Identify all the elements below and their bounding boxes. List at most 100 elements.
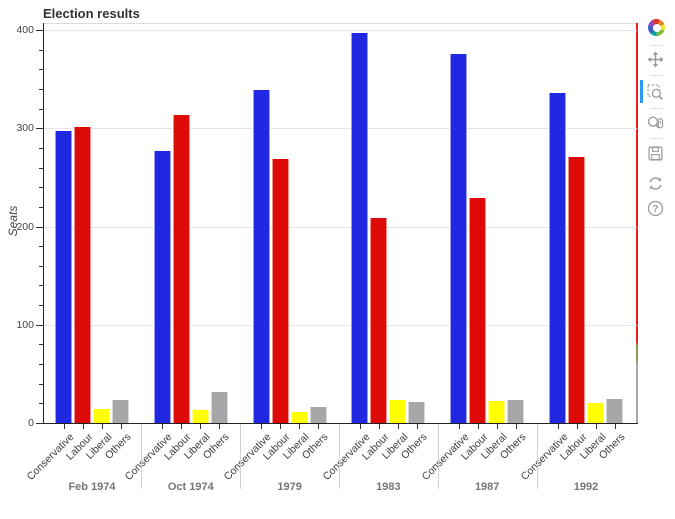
x-group-label: Feb 1974 [68,481,116,493]
bar-oct-1974-others [210,391,228,423]
bar-1979-labour [271,158,289,423]
pan-tool-button[interactable] [647,49,667,69]
x-tick [200,424,202,429]
group-separator-line [240,424,242,489]
x-tick [101,424,103,429]
bar-1979-others [309,407,327,423]
y-major-tick [36,423,43,424]
reset-icon [649,176,662,190]
toolbar-divider [650,138,664,139]
x-group-label: 1992 [573,481,599,493]
x-tick [458,424,460,429]
x-group-label: 1983 [376,481,401,493]
help-tool-button[interactable]: ? [647,198,667,218]
x-tick [576,424,578,429]
x-axis-line [43,423,638,424]
x-tick [280,424,282,429]
y-major-tick [36,324,43,326]
x-tick [515,424,517,429]
y-minor-tick [39,147,43,149]
x-tick [120,424,122,429]
bar-1983-conservative [351,32,369,423]
y-minor-tick [39,305,43,307]
chart-title: Election results [43,6,140,21]
reset-tool-button[interactable] [647,173,667,193]
y-minor-tick [39,206,43,208]
x-tick [595,424,597,429]
x-group-label: 1979 [277,481,302,493]
y-minor-tick [39,187,43,189]
pan-icon [647,51,664,67]
active-tool-indicator [640,80,643,103]
bar-1992-conservative [549,92,566,423]
y-minor-tick [39,403,43,405]
x-tick [397,424,399,429]
bar-oct-1974-conservative [153,150,171,423]
gridline-200 [44,226,637,228]
y-minor-tick [39,246,43,248]
save-tool-button[interactable] [647,143,667,163]
y-tick-label: 100 [16,318,34,331]
x-tick [219,424,221,429]
y-minor-tick [39,108,43,110]
x-tick [416,424,418,429]
x-group-label: Oct 1974 [167,481,214,493]
x-tick [496,424,498,429]
box-zoom-icon [647,83,663,100]
x-tick [477,424,479,429]
bar-feb-1974-liberal [93,409,110,423]
x-tick [261,424,263,429]
y-minor-tick [39,88,43,90]
toolbar-divider [650,45,664,46]
bar-1992-liberal [587,403,604,423]
y-minor-tick [39,167,43,169]
x-tick [378,424,380,429]
frame-top-line [43,23,637,24]
y-minor-tick [39,344,43,346]
group-separator-line [437,424,439,489]
bar-1992-labour [568,156,585,423]
svg-text:?: ? [652,204,658,215]
y-minor-tick [39,49,43,51]
y-major-tick [36,128,43,130]
bar-1983-others [408,402,426,423]
x-group-label: 1987 [474,481,500,493]
x-tick [318,424,320,429]
x-tick [557,424,559,429]
right-edge-annotation-line [636,23,638,423]
wheel-zoom-tool-button[interactable] [647,113,667,133]
y-tick-label: 0 [28,417,34,429]
bar-1987-liberal [488,401,506,423]
bar-oct-1974-liberal [191,410,209,423]
y-axis-line [43,23,44,423]
y-minor-tick [39,265,43,267]
x-tick [82,424,84,429]
x-tick [162,424,164,429]
y-minor-tick [39,364,43,366]
bar-1992-others [606,399,623,423]
bokeh-logo[interactable] [648,19,665,36]
save-icon [648,145,663,161]
bar-1979-liberal [290,412,308,423]
y-tick-label: 300 [16,122,34,135]
x-tick [359,424,361,429]
group-separator-line [141,424,143,489]
box-zoom-tool-button[interactable] [647,82,667,102]
bokeh-toolbar: ? [640,0,675,519]
bar-oct-1974-labour [172,115,190,423]
gridline-300 [44,128,637,130]
group-separator-line [536,424,538,489]
gridline-100 [44,324,637,326]
group-separator-line [339,424,340,489]
y-minor-tick [39,285,43,287]
y-major-tick [36,226,43,228]
y-tick-label: 400 [16,24,34,36]
x-tick [181,424,183,429]
y-major-tick [36,30,43,31]
toolbar-divider [650,75,664,76]
bar-feb-1974-others [112,400,129,423]
gridline-400 [44,30,637,31]
help-icon: ? [647,200,664,216]
